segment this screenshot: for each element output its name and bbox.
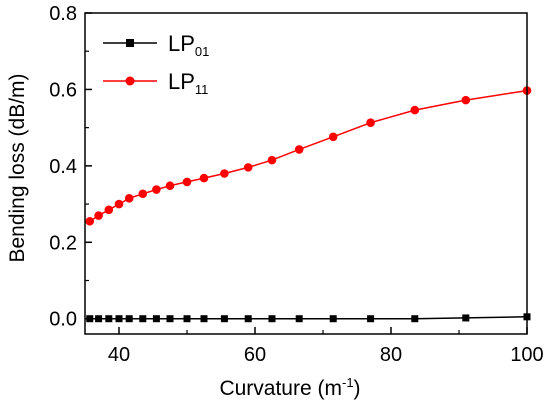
legend-sub-lp11: 11 [195, 82, 209, 97]
legend-marker-lp01 [126, 39, 134, 47]
data-point-lp01-17 [462, 314, 470, 322]
y-tick-label: 0.2 [49, 232, 77, 254]
data-point-lp11-8 [182, 177, 192, 187]
legend-sub-lp01: 01 [195, 44, 209, 59]
data-point-lp11-4 [124, 194, 134, 203]
legend: LP01 LP11 [103, 31, 209, 97]
data-point-lp01-3 [115, 315, 123, 323]
plot-frame [84, 12, 528, 335]
data-point-lp01-15 [367, 315, 375, 323]
series-line-lp11 [89, 89, 528, 222]
svg-text:LP01: LP01 [168, 31, 209, 59]
data-point-lp11-3 [114, 199, 124, 209]
data-point-lp11-13 [294, 145, 304, 154]
data-point-lp11-12 [267, 155, 277, 165]
x-tick-label: 60 [244, 344, 266, 366]
y-tick-label: 0.4 [49, 156, 77, 178]
legend-label-lp11: LP [168, 69, 195, 94]
data-point-lp01-13 [295, 315, 303, 323]
data-point-lp11-9 [199, 173, 209, 183]
data-point-lp01-6 [152, 315, 160, 323]
svg-text:LP11: LP11 [168, 69, 208, 97]
y-tick-label: 0.8 [49, 3, 77, 25]
data-point-lp11-0 [85, 216, 95, 226]
y-tick-label: 0.0 [49, 309, 77, 331]
x-tick-label: 40 [108, 344, 130, 366]
x-axis-label: Curvature (m-1) [219, 375, 360, 400]
data-point-lp11-11 [243, 163, 253, 172]
legend-label-lp01: LP [168, 31, 195, 56]
data-point-lp01-1 [95, 315, 103, 323]
data-point-lp01-14 [329, 315, 337, 323]
legend-marker-lp11 [125, 76, 135, 86]
data-point-lp11-16 [410, 105, 420, 115]
plot-marks [85, 86, 532, 323]
y-tick-label: 0.6 [49, 79, 77, 101]
data-point-lp01-5 [139, 315, 147, 323]
data-point-lp01-4 [125, 315, 133, 323]
data-point-lp01-8 [183, 315, 191, 323]
data-point-lp01-10 [220, 315, 228, 323]
y-axis-label: Bending loss (dB/m) [6, 73, 29, 262]
data-point-lp11-17 [461, 95, 471, 105]
data-point-lp01-7 [166, 315, 174, 323]
data-point-lp11-5 [138, 189, 148, 199]
data-point-lp11-10 [220, 169, 229, 178]
data-point-lp01-16 [411, 315, 419, 323]
axes: 40 60 80 100 0.0 0.2 0.4 0.6 0.8 [49, 3, 544, 366]
data-point-lp01-2 [105, 315, 113, 323]
legend-entry-lp01: LP01 [103, 31, 209, 59]
data-point-lp11-14 [328, 132, 338, 142]
data-point-lp01-12 [268, 315, 276, 323]
data-point-lp01-11 [244, 315, 252, 323]
data-point-lp11-2 [104, 205, 114, 215]
data-point-lp01-9 [200, 315, 208, 323]
data-point-lp11-7 [165, 181, 175, 191]
legend-entry-lp11: LP11 [103, 69, 208, 97]
x-tick-label: 100 [510, 344, 543, 366]
data-point-lp11-15 [366, 118, 375, 127]
data-point-lp11-6 [152, 185, 161, 194]
x-tick-label: 80 [380, 344, 402, 366]
data-point-lp11-1 [94, 211, 103, 220]
